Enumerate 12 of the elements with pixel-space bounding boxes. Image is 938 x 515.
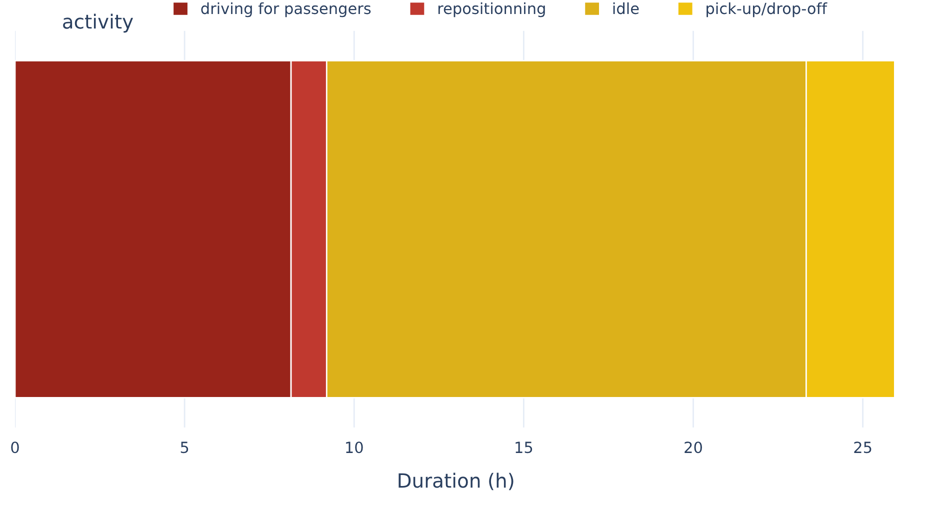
x-tick-label: 25 xyxy=(854,442,872,454)
x-tick-label: 10 xyxy=(346,442,363,454)
legend-label: idle xyxy=(613,2,639,14)
x-tick-label: 0 xyxy=(11,442,19,454)
x-axis-title: Duration (h) xyxy=(398,472,514,490)
x-tick-label: 15 xyxy=(516,442,532,454)
x-tick-label: 20 xyxy=(684,442,702,454)
legend-label: driving for passengers xyxy=(201,2,371,18)
legend-label: pick-up/drop-off xyxy=(706,2,828,18)
legend-title: activity xyxy=(63,14,133,33)
x-tick-label: 5 xyxy=(180,442,188,454)
legend-label: repositionning xyxy=(438,2,545,18)
